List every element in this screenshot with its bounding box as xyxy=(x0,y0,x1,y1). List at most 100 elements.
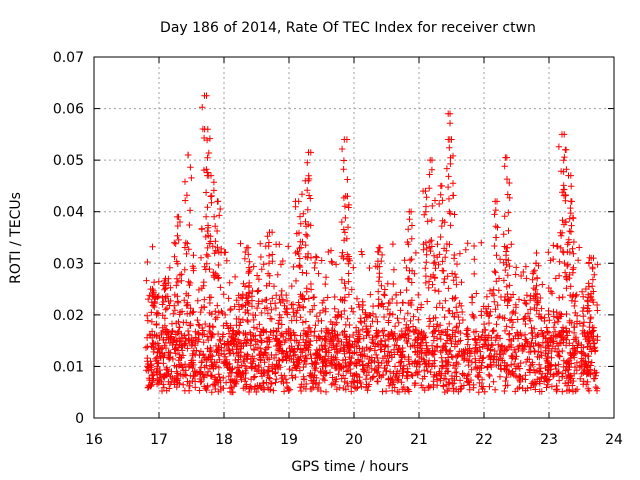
data-point xyxy=(557,244,564,252)
data-point xyxy=(344,176,351,183)
data-point xyxy=(585,353,592,360)
data-point xyxy=(304,159,311,166)
data-point xyxy=(348,378,356,385)
data-point xyxy=(364,387,371,394)
x-axis-label: GPS time / hours xyxy=(291,459,408,475)
data-point xyxy=(344,382,352,390)
data-point xyxy=(527,362,534,369)
data-point xyxy=(278,378,285,385)
data-point xyxy=(241,384,249,392)
data-point xyxy=(479,383,487,390)
data-point xyxy=(181,178,189,185)
data-point xyxy=(194,297,201,304)
data-point xyxy=(179,334,187,341)
data-point xyxy=(404,310,411,317)
data-point xyxy=(522,263,530,270)
data-point xyxy=(438,182,445,190)
data-point xyxy=(468,358,476,366)
data-point xyxy=(299,238,306,245)
data-point xyxy=(557,232,565,239)
data-point xyxy=(572,335,579,343)
data-point xyxy=(341,203,349,210)
data-point xyxy=(238,303,245,310)
data-point xyxy=(547,335,554,342)
data-point xyxy=(257,354,264,361)
data-point xyxy=(426,238,434,245)
data-point xyxy=(359,298,366,305)
data-point xyxy=(523,275,530,282)
data-point xyxy=(504,302,511,309)
data-point xyxy=(187,322,194,329)
data-point xyxy=(397,289,404,296)
data-point xyxy=(359,361,367,368)
data-point xyxy=(432,314,439,321)
data-point xyxy=(144,258,151,266)
data-point xyxy=(344,224,352,231)
data-point xyxy=(503,283,510,290)
data-point xyxy=(214,275,222,282)
data-point xyxy=(161,286,168,293)
data-point xyxy=(481,326,489,334)
data-point xyxy=(415,316,422,323)
data-point xyxy=(195,286,203,294)
data-point xyxy=(288,343,295,350)
data-point xyxy=(520,315,527,323)
data-point xyxy=(296,255,303,262)
data-point xyxy=(181,266,188,273)
data-point xyxy=(437,322,444,329)
data-point xyxy=(346,321,353,329)
data-point xyxy=(446,307,453,314)
data-point xyxy=(433,376,441,383)
data-point xyxy=(395,388,403,396)
data-point xyxy=(528,324,535,331)
data-point xyxy=(456,320,463,327)
data-point xyxy=(197,348,205,355)
data-point xyxy=(311,358,319,366)
data-point xyxy=(142,344,150,351)
data-point xyxy=(346,341,354,349)
data-point xyxy=(472,328,480,335)
y-tick-label: 0.03 xyxy=(53,256,84,272)
data-point xyxy=(175,299,182,306)
data-point xyxy=(167,373,174,380)
data-point xyxy=(195,321,202,328)
data-point xyxy=(208,333,215,340)
data-point xyxy=(440,267,447,275)
data-point xyxy=(239,302,247,309)
data-point xyxy=(377,346,384,353)
data-point xyxy=(576,244,583,251)
data-point xyxy=(274,271,281,278)
data-point xyxy=(202,189,210,196)
data-point xyxy=(204,252,212,260)
data-point xyxy=(276,317,283,324)
data-point xyxy=(394,336,401,344)
data-point xyxy=(544,358,552,366)
data-point xyxy=(412,336,420,343)
data-point xyxy=(556,377,563,384)
data-point xyxy=(227,305,234,313)
data-point xyxy=(224,364,232,371)
data-point xyxy=(508,355,516,362)
data-point xyxy=(443,247,450,254)
data-point xyxy=(585,260,593,267)
data-point xyxy=(166,264,173,271)
data-point xyxy=(447,336,455,344)
data-point xyxy=(536,378,543,385)
data-point xyxy=(588,359,595,366)
data-point xyxy=(162,306,169,313)
data-point xyxy=(582,335,589,343)
data-point xyxy=(231,303,238,310)
data-point xyxy=(545,307,552,315)
data-point xyxy=(348,354,355,362)
data-point xyxy=(305,149,312,156)
data-point xyxy=(356,373,363,381)
data-point xyxy=(286,386,293,393)
data-point xyxy=(452,333,459,340)
data-point xyxy=(543,384,550,391)
data-point xyxy=(215,388,222,395)
data-point xyxy=(307,328,314,335)
data-point xyxy=(147,332,154,339)
data-point xyxy=(512,304,520,311)
data-point xyxy=(412,249,420,257)
